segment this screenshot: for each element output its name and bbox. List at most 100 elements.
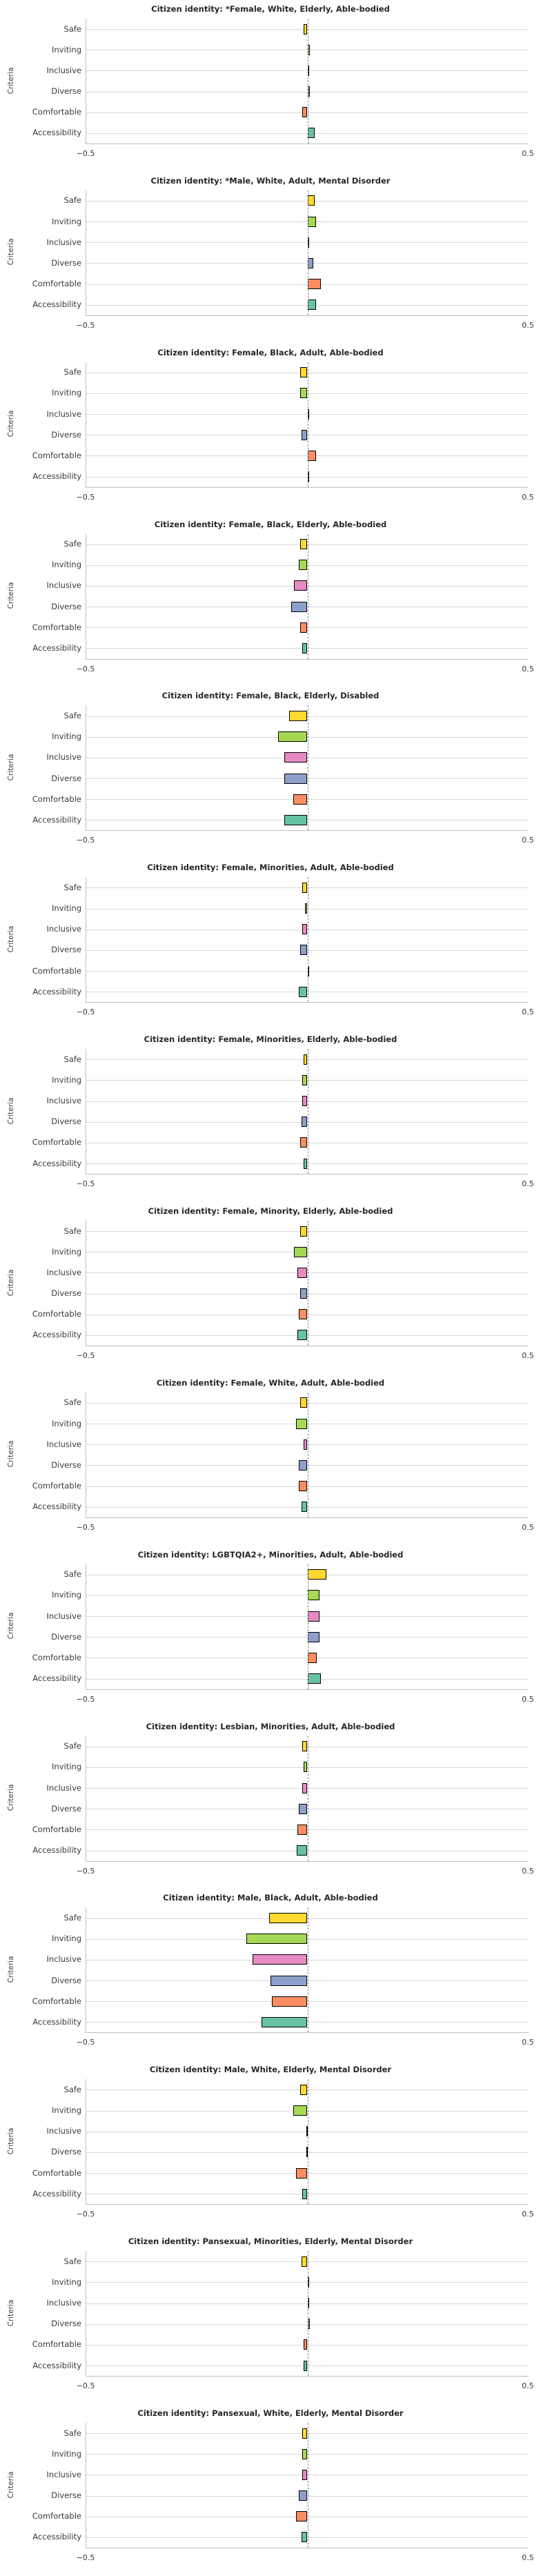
bar-accessibility xyxy=(307,128,315,139)
category-tick-label: Diverse xyxy=(51,1117,81,1127)
category-tick-label: Inviting xyxy=(52,903,81,914)
x-tick-label: −0.5 xyxy=(76,1694,95,1704)
bar-comfortable xyxy=(304,2339,308,2350)
x-tick-label: −0.5 xyxy=(76,1179,95,1189)
category-tick-label: Inclusive xyxy=(46,1267,81,1277)
chart-title: Citizen identity: Female, Minority, Elde… xyxy=(148,1206,393,1217)
bar-inviting xyxy=(303,1762,308,1773)
plot-area xyxy=(86,1564,529,1690)
x-tick-label: 0.5 xyxy=(522,1866,534,1876)
x-tick-label: 0.5 xyxy=(522,2381,534,2391)
x-tick-label: 0.5 xyxy=(522,320,534,330)
x-tick-label: 0.5 xyxy=(522,664,534,674)
category-tick-label: Safe xyxy=(63,2256,81,2266)
plot-area xyxy=(86,19,529,144)
category-tick-label: Diverse xyxy=(51,945,81,955)
bar-accessibility xyxy=(297,1845,308,1856)
chart-title: Citizen identity: Pansexual, Minorities,… xyxy=(128,2236,413,2247)
category-tick-label: Safe xyxy=(63,1226,81,1236)
bar-accessibility xyxy=(303,1158,308,1169)
plot-area xyxy=(86,1736,529,1862)
category-tick-label: Safe xyxy=(63,1397,81,1408)
x-tick-label: 0.5 xyxy=(522,2038,534,2047)
bar-diverse xyxy=(299,2490,308,2501)
bar-safe xyxy=(303,1054,308,1065)
bar-inclusive xyxy=(297,1267,308,1278)
bar-inclusive xyxy=(284,752,308,763)
x-tick-label: 0.5 xyxy=(522,836,534,845)
chart-title: Citizen identity: Female, Minorities, El… xyxy=(144,1034,397,1045)
chart: Citizen identity: *Male, White, Adult, M… xyxy=(0,172,541,344)
x-tick-label: 0.5 xyxy=(522,1351,534,1361)
category-tick-label: Diverse xyxy=(51,86,81,97)
category-tick-label: Inclusive xyxy=(46,580,81,591)
bar-comfortable xyxy=(302,107,308,118)
category-tick-label: Inviting xyxy=(52,2448,81,2459)
category-tick-label: Diverse xyxy=(51,429,81,440)
category-tick-label: Inclusive xyxy=(46,752,81,763)
category-tick-label: Inviting xyxy=(52,216,81,226)
chart: Citizen identity: Male, Black, Adult, Ab… xyxy=(0,1889,541,2061)
bar-accessibility xyxy=(302,2188,308,2199)
x-tick-label: −0.5 xyxy=(76,2553,95,2563)
bar-inviting xyxy=(307,1590,319,1601)
category-tick-label: Accessibility xyxy=(32,814,81,825)
plot-area xyxy=(86,2423,529,2549)
bar-inviting xyxy=(304,903,308,914)
x-tick-label: −0.5 xyxy=(76,492,95,502)
plot-area xyxy=(86,705,529,832)
x-tick-label: −0.5 xyxy=(76,664,95,674)
bar-safe xyxy=(289,711,308,722)
category-tick-label: Inclusive xyxy=(46,2298,81,2308)
bar-accessibility xyxy=(284,814,308,825)
chart-title: Citizen identity: Male, White, Elderly, … xyxy=(149,2065,392,2075)
bar-inviting xyxy=(277,731,308,743)
bar-safe xyxy=(299,2084,308,2095)
category-tick-label: Safe xyxy=(63,882,81,892)
chart-title: Citizen identity: Female, Black, Elderly… xyxy=(154,519,387,529)
chart-title: Citizen identity: Pansexual, White, Elde… xyxy=(137,2408,404,2419)
bar-safe xyxy=(300,1226,308,1237)
plot-area xyxy=(86,1907,529,2034)
bar-accessibility xyxy=(307,299,317,311)
category-tick-label: Inviting xyxy=(52,2105,81,2116)
category-tick-label: Comfortable xyxy=(32,1309,81,1319)
bar-comfortable xyxy=(307,1652,317,1663)
bar-comfortable xyxy=(293,794,308,805)
bar-inviting xyxy=(299,388,308,399)
category-tick-label: Inclusive xyxy=(46,409,81,419)
category-tick-label: Safe xyxy=(63,195,81,206)
chart: Citizen identity: Pansexual, White, Elde… xyxy=(0,2404,541,2576)
category-tick-label: Inclusive xyxy=(46,2469,81,2479)
x-tick-label: −0.5 xyxy=(76,2381,95,2391)
category-tick-label: Safe xyxy=(63,711,81,721)
bar-inviting xyxy=(246,1934,308,1945)
bar-diverse xyxy=(307,1631,319,1642)
x-tick-label: 0.5 xyxy=(522,492,534,502)
plot-area xyxy=(86,190,529,316)
category-tick-label: Diverse xyxy=(51,257,81,268)
category-tick-label: Accessibility xyxy=(32,1330,81,1340)
bar-inclusive xyxy=(302,924,308,935)
bar-safe xyxy=(300,367,308,378)
bar-accessibility xyxy=(297,1330,308,1341)
plot-area xyxy=(86,2079,529,2205)
bar-safe xyxy=(299,1397,308,1408)
bar-inviting xyxy=(296,1418,308,1429)
chart-title: Citizen identity: Female, Minorities, Ad… xyxy=(147,863,394,873)
category-tick-label: Inclusive xyxy=(46,1439,81,1449)
x-tick-label: −0.5 xyxy=(76,320,95,330)
category-tick-label: Safe xyxy=(63,1569,81,1580)
bar-inclusive xyxy=(302,1782,308,1793)
bar-safe xyxy=(269,1913,308,1924)
bar-diverse xyxy=(284,773,308,784)
x-tick-label: 0.5 xyxy=(522,1694,534,1704)
category-tick-label: Diverse xyxy=(51,2319,81,2329)
x-tick-label: −0.5 xyxy=(76,149,95,158)
chart: Citizen identity: Female, Black, Adult, … xyxy=(0,344,541,515)
chart: Citizen identity: Male, White, Elderly, … xyxy=(0,2061,541,2232)
x-tick-label: −0.5 xyxy=(76,1866,95,1876)
bar-inclusive xyxy=(253,1954,308,1965)
bar-inviting xyxy=(293,2105,308,2116)
category-tick-label: Accessibility xyxy=(32,2016,81,2027)
